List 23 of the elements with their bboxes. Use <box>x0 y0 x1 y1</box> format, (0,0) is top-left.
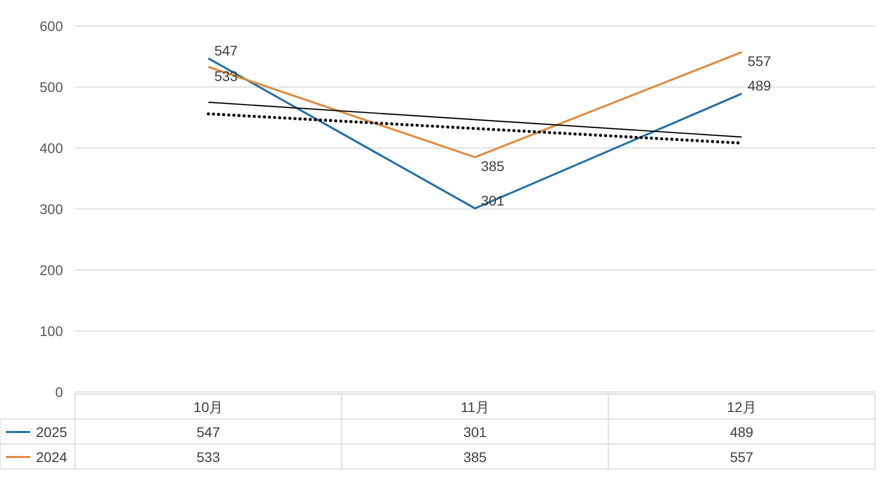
y-tick-label: 0 <box>55 384 64 400</box>
y-tick-label: 500 <box>40 79 64 95</box>
x-tick-label: 11月 <box>460 399 490 415</box>
x-tick-label: 10月 <box>194 399 224 415</box>
data-label: 533 <box>196 449 220 465</box>
legend-label: 2024 <box>36 449 68 465</box>
text: 385 <box>481 158 504 174</box>
text: 557 <box>748 53 772 70</box>
x-tick-label: 12月 <box>726 399 756 415</box>
data-label: 301 <box>463 424 487 440</box>
legend-label: 2025 <box>36 424 68 440</box>
y-tick-label: 300 <box>40 201 64 217</box>
y-tick-label: 600 <box>40 18 64 34</box>
data-label: 489 <box>730 424 754 440</box>
y-tick-label: 100 <box>40 323 64 339</box>
text: 547 <box>214 42 238 58</box>
data-label: 385 <box>463 449 487 465</box>
y-tick-label: 400 <box>40 140 64 156</box>
y-tick-label: 200 <box>40 262 64 278</box>
data-label: 547 <box>196 424 220 440</box>
text: 489 <box>748 78 772 94</box>
data-label: 557 <box>730 449 754 465</box>
text: 533 <box>214 68 238 84</box>
